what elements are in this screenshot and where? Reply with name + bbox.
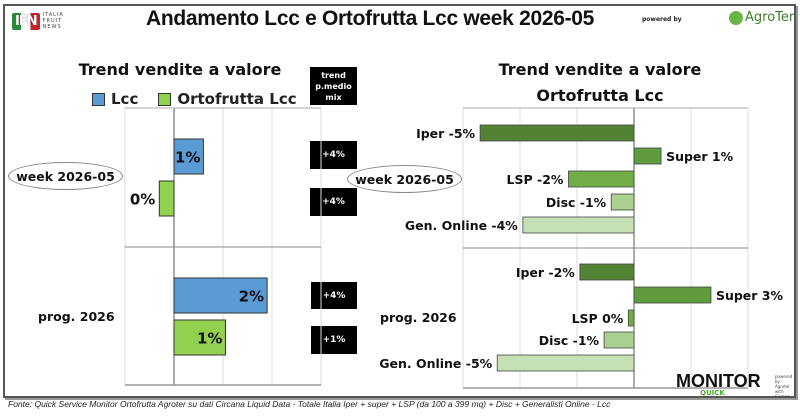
ifn-logo: IFN ITALIA FRUIT NEWS (12, 12, 64, 30)
bar-ortofrutta (158, 180, 175, 217)
right-group-label-week: week 2026-05 (347, 165, 462, 193)
right-group-label-prog: prog. 2026 (380, 310, 457, 325)
data-label: 0% (130, 191, 155, 209)
source-footnote: Fonte: Quick Service Monitor Ortofrutta … (8, 399, 611, 409)
group-label-prog: prog. 2026 (38, 309, 115, 324)
data-label: Disc -1% (546, 195, 607, 210)
mix-value: +1% (311, 326, 357, 354)
data-label: 1% (175, 149, 200, 167)
right-chart-title-1: Trend vendite a valore (498, 60, 702, 79)
data-label: LSP 0% (572, 311, 624, 326)
left-chart-title: Trend vendite a valore (78, 60, 282, 79)
mix-value: +4% (310, 141, 357, 169)
data-label: LSP -2% (507, 172, 564, 187)
data-label: Super 1% (666, 149, 734, 164)
legend: Lcc Ortofrutta Lcc (92, 90, 297, 108)
data-label: Gen. Online -4% (405, 218, 518, 233)
bar-ortofrutta (173, 319, 226, 356)
bar-lcc (173, 138, 204, 175)
mix-value: +4% (311, 282, 357, 309)
bar-super (633, 147, 662, 165)
bar-gen-online (496, 354, 635, 372)
agroter-logo: AgroTer (729, 10, 794, 25)
data-label: Super 3% (716, 288, 784, 303)
group-label-week: week 2026-05 (8, 162, 123, 190)
data-label: Disc -1% (539, 333, 600, 348)
bar-iper (479, 124, 635, 142)
bar-gen-online (522, 216, 635, 234)
legend-label-ortofrutta: Ortofrutta Lcc (177, 90, 297, 108)
right-chart-title-2: Ortofrutta Lcc (536, 86, 664, 105)
legend-swatch-lcc (92, 92, 105, 106)
bar-lcc (173, 277, 268, 314)
data-label: Iper -5% (416, 126, 475, 141)
mix-header: trend p.medio mix (310, 67, 357, 105)
monitor-side-text: powered by Agroter with Circana (775, 374, 793, 399)
leaf-icon (729, 10, 743, 25)
bar-lsp (568, 170, 635, 188)
powered-by-label: powered by (642, 16, 682, 23)
data-label: Gen. Online -5% (379, 356, 492, 371)
data-label: 1% (197, 330, 222, 348)
page-title: Andamento Lcc e Ortofrutta Lcc week 2026… (145, 7, 595, 30)
bar-iper (579, 263, 635, 281)
legend-swatch-ortofrutta (158, 92, 172, 106)
mix-value: +4% (310, 188, 357, 216)
monitor-quick-logo: MONITOR (676, 371, 761, 391)
bar-disc (610, 193, 635, 211)
legend-label-lcc: Lcc (111, 90, 139, 108)
bar-disc (603, 331, 635, 349)
bar-lsp (627, 309, 635, 327)
data-label: Iper -2% (516, 265, 575, 280)
bar-super (633, 286, 712, 304)
chart-frame (3, 4, 796, 398)
monitor-quick-sub: QUICK (700, 389, 725, 397)
data-label: 2% (239, 288, 264, 306)
